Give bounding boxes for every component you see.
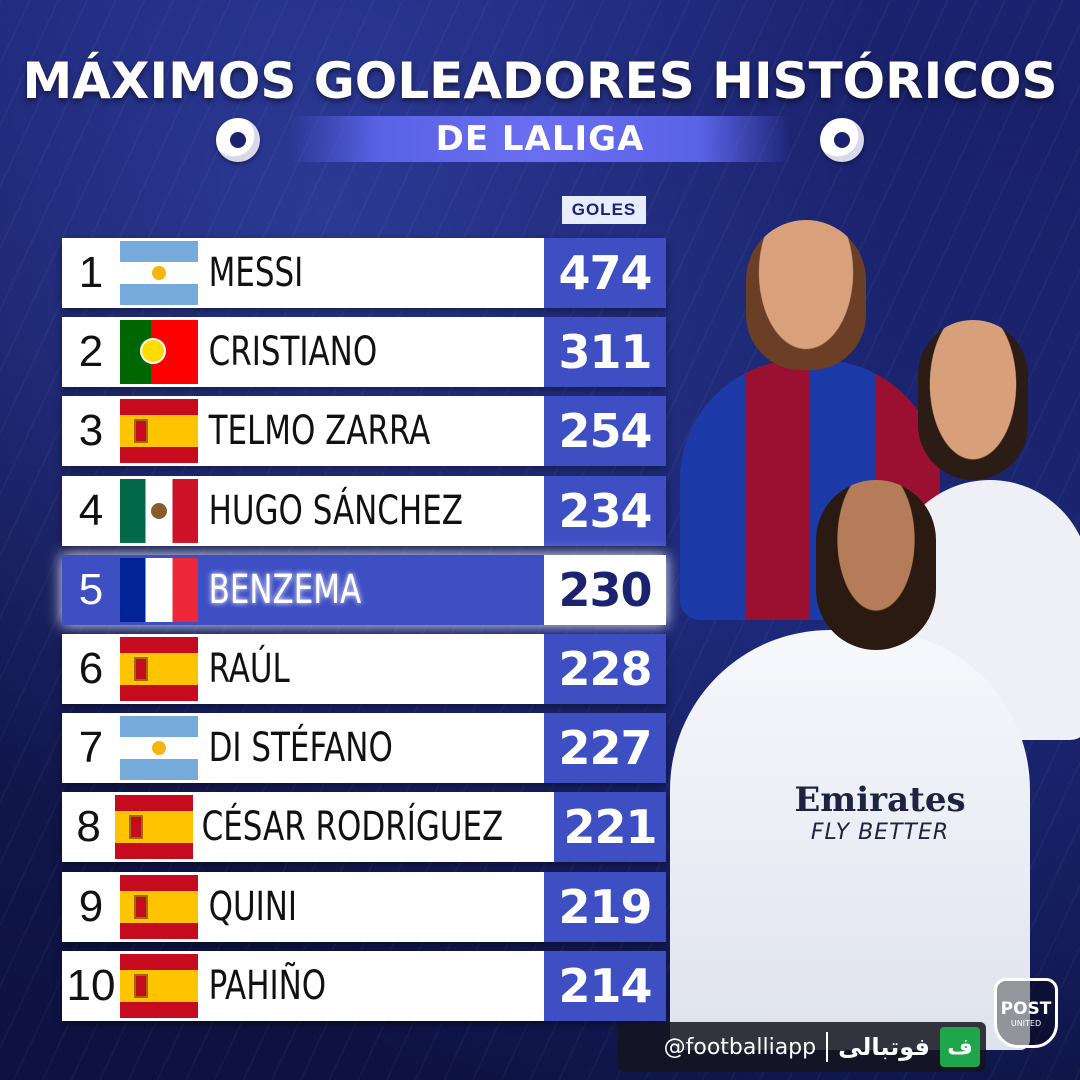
players-photo: Emirates FLY BETTER bbox=[660, 210, 1080, 1050]
rank: 8 bbox=[76, 802, 101, 852]
goals-value: 227 bbox=[544, 713, 666, 784]
table-row: 7 DI STÉFANO 227 bbox=[62, 713, 666, 784]
goals-value: 214 bbox=[544, 950, 666, 1021]
rank: 5 bbox=[78, 564, 104, 614]
rank: 10 bbox=[66, 960, 116, 1010]
goals-value: 474 bbox=[544, 238, 666, 308]
player-name: QUINI bbox=[208, 883, 298, 930]
shirt-sponsor: Emirates FLY BETTER bbox=[780, 780, 980, 845]
post-united-logo: POST UNITED bbox=[994, 978, 1058, 1048]
table-row: 10 PAHIÑO 214 bbox=[62, 950, 666, 1021]
goals-column-header: GOLES bbox=[562, 196, 646, 224]
rank: 6 bbox=[78, 643, 104, 693]
mexico-flag-icon bbox=[120, 478, 198, 543]
spain-flag-icon bbox=[115, 795, 194, 860]
messi-head bbox=[746, 220, 866, 370]
rank: 1 bbox=[78, 248, 104, 297]
table-row: 4 HUGO SÁNCHEZ 234 bbox=[62, 475, 666, 546]
goals-value: 230 bbox=[544, 554, 666, 625]
table-row: 9 QUINI 219 bbox=[62, 871, 666, 942]
sponsor-tagline: FLY BETTER bbox=[810, 820, 950, 845]
table-row-highlighted: 5 BENZEMA 230 bbox=[62, 554, 666, 625]
player-name: PAHIÑO bbox=[208, 962, 327, 1009]
goals-value: 234 bbox=[544, 475, 666, 546]
france-flag-icon bbox=[120, 557, 198, 622]
rank: 7 bbox=[78, 723, 104, 773]
spain-flag-icon bbox=[120, 636, 198, 701]
player-name: CÉSAR RODRÍGUEZ bbox=[201, 804, 504, 851]
rank: 2 bbox=[78, 327, 104, 377]
spain-flag-icon bbox=[120, 874, 198, 939]
goals-value: 228 bbox=[544, 633, 666, 704]
player-name: RAÚL bbox=[208, 645, 290, 692]
subtitle-banner: DE LALIGA bbox=[290, 116, 790, 162]
table-row: 3 TELMO ZARRA 254 bbox=[62, 396, 666, 467]
argentina-flag-icon bbox=[120, 241, 198, 305]
rank: 3 bbox=[78, 406, 104, 456]
laliga-ball-icon bbox=[216, 118, 260, 162]
player-name: CRISTIANO bbox=[208, 329, 378, 376]
table-row: 2 CRISTIANO 311 bbox=[62, 317, 666, 388]
player-name: MESSI bbox=[208, 250, 304, 296]
brand-name: فوتبالی bbox=[838, 1033, 930, 1061]
argentina-flag-icon bbox=[120, 716, 198, 781]
table-row: 8 CÉSAR RODRÍGUEZ 221 bbox=[62, 792, 666, 863]
logo-top-text: POST bbox=[1000, 998, 1052, 1019]
cristiano-head bbox=[918, 320, 1028, 480]
page-title: MÁXIMOS GOLEADORES HISTÓRICOS bbox=[22, 52, 1058, 110]
benzema-figure bbox=[670, 630, 1030, 1050]
goals-value: 221 bbox=[554, 792, 666, 863]
brand-logo-icon: ف bbox=[940, 1027, 980, 1067]
goals-value: 254 bbox=[544, 396, 666, 467]
player-name: BENZEMA bbox=[208, 566, 362, 613]
scorers-table: 1 MESSI 474 2 CRISTIANO 311 3 TELMO ZARR… bbox=[62, 238, 666, 1030]
goals-value: 219 bbox=[544, 871, 666, 942]
sponsor-name: Emirates bbox=[794, 780, 966, 820]
divider bbox=[826, 1032, 829, 1062]
social-handle: @footballiapp bbox=[663, 1034, 817, 1060]
table-row: 1 MESSI 474 bbox=[62, 238, 666, 308]
spain-flag-icon bbox=[120, 399, 198, 464]
player-name: DI STÉFANO bbox=[208, 725, 393, 772]
player-name: TELMO ZARRA bbox=[208, 408, 431, 455]
rank: 9 bbox=[78, 881, 104, 931]
player-name: HUGO SÁNCHEZ bbox=[208, 487, 463, 534]
rank: 4 bbox=[78, 485, 104, 535]
benzema-head bbox=[816, 480, 936, 650]
table-row: 6 RAÚL 228 bbox=[62, 633, 666, 704]
logo-bottom-text: UNITED bbox=[1010, 1018, 1042, 1028]
footer-watermark: @footballiapp فوتبالی ف bbox=[618, 1022, 986, 1072]
goals-value: 311 bbox=[544, 317, 666, 388]
portugal-flag-icon bbox=[120, 320, 198, 385]
laliga-ball-icon bbox=[820, 118, 864, 162]
spain-flag-icon bbox=[120, 953, 198, 1018]
page-subtitle: DE LALIGA bbox=[435, 119, 645, 159]
